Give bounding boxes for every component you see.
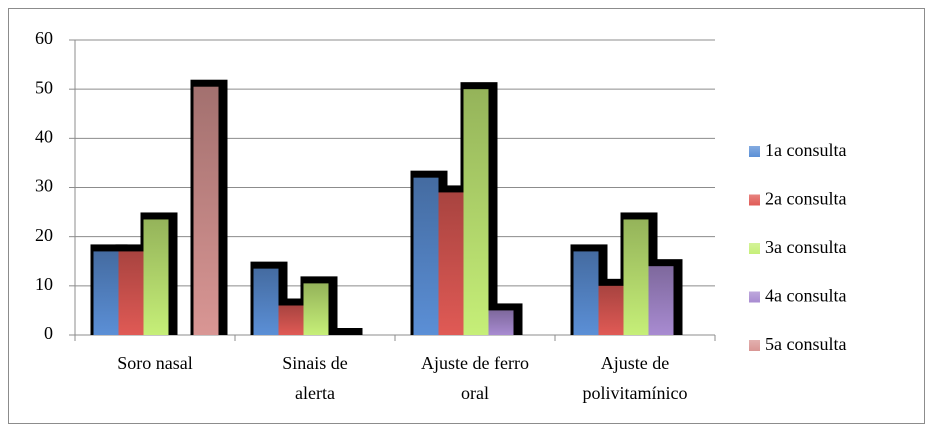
legend-swatch <box>749 194 760 206</box>
x-tick-label: Ajuste de polivitamínico <box>583 353 688 403</box>
label-line: Sinais de <box>282 353 348 373</box>
bar <box>303 283 329 335</box>
bar <box>143 219 169 335</box>
bar <box>118 251 144 335</box>
legend-label: 1a consulta <box>765 140 846 160</box>
y-tick-label: 0 <box>44 323 53 343</box>
label-line: alerta <box>295 383 335 403</box>
bar <box>648 266 674 335</box>
label-line: Soro nasal <box>117 353 193 373</box>
x-tick-label: Ajuste de ferro oral <box>421 353 529 403</box>
legend-label: 5a consulta <box>765 334 846 354</box>
y-tick-label: 30 <box>35 176 53 196</box>
label-line: oral <box>461 383 489 403</box>
y-tick-label: 60 <box>35 28 53 48</box>
bar <box>278 305 304 335</box>
y-tick-label: 40 <box>35 126 53 146</box>
bar-shadow <box>325 328 363 335</box>
y-tick-label: 50 <box>35 77 53 97</box>
bar <box>488 310 514 335</box>
legend-swatch <box>749 146 760 157</box>
legend-swatch <box>749 243 760 254</box>
bar <box>438 192 464 335</box>
bar <box>598 285 624 335</box>
bar <box>463 89 489 336</box>
y-tick-label: 10 <box>35 274 53 294</box>
y-tick-label: 20 <box>35 225 53 245</box>
bar <box>623 219 649 335</box>
label-line: polivitamínico <box>583 383 688 403</box>
legend-swatch <box>749 340 760 351</box>
x-tick-label: Soro nasal <box>117 353 193 373</box>
legend-label: 2a consulta <box>765 189 846 209</box>
label-line: Ajuste de ferro <box>421 353 529 373</box>
bar <box>193 86 219 335</box>
legend-label: 4a consulta <box>765 286 846 306</box>
x-tick-label: Sinais de alerta <box>282 353 348 403</box>
bar <box>93 251 119 335</box>
bar <box>413 177 439 335</box>
label-line: Ajuste de <box>601 353 669 373</box>
bar <box>573 251 599 335</box>
legend-label: 3a consulta <box>765 237 846 257</box>
legend-swatch <box>749 291 760 303</box>
bar <box>253 268 279 335</box>
